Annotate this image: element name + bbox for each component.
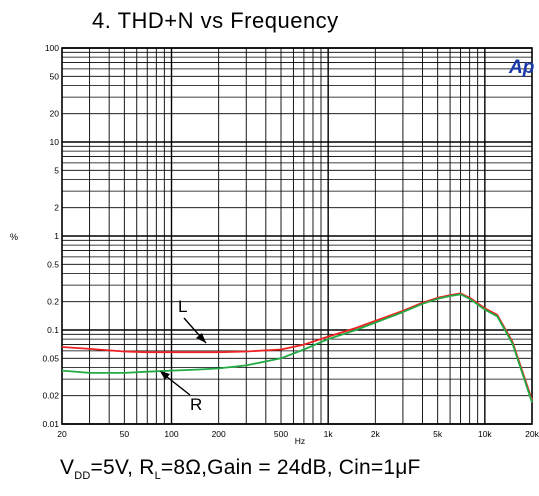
x-axis-label: Hz (295, 436, 305, 446)
y-tick-label: 0.05 (42, 353, 59, 363)
annotation-l: L (178, 297, 187, 316)
x-tick-label: 500 (274, 429, 288, 439)
annotation-l-arrowhead (196, 333, 206, 343)
grid: 0.01 0.02 0.05 0.1 0.2 0.5 1 2 5 10 20 50 100 20 50 100… (42, 43, 539, 439)
y-tick-label: 50 (50, 71, 60, 81)
y-tick-label: 0.01 (42, 419, 59, 429)
x-tick-label: 200 (212, 429, 226, 439)
y-tick-label: 10 (50, 137, 60, 147)
y-tick-label: 0.2 (47, 297, 59, 307)
y-tick-label: 0.5 (47, 259, 59, 269)
x-tick-label: 1k (324, 429, 334, 439)
y-tick-label: 0.02 (42, 391, 59, 401)
annotation-r: R (190, 395, 202, 414)
x-tick-label: 20 (57, 429, 67, 439)
curves (61, 292, 533, 403)
annotation-r-arrowhead (160, 371, 170, 380)
y-axis-label: % (10, 232, 19, 242)
x-tick-label: 10k (478, 429, 492, 439)
ap-logo-text: Ap (508, 57, 534, 78)
y-tick-label: 5 (54, 165, 59, 175)
x-tick-label: 20k (525, 429, 539, 439)
chart-title: 4. THD+N vs Frequency (92, 8, 339, 33)
thd-frequency-chart: 0.01 0.02 0.05 0.1 0.2 0.5 1 2 5 10 20 50 100 20 50 100… (42, 43, 539, 446)
plot-frame (61, 47, 533, 425)
x-tick-label: 5k (433, 429, 443, 439)
y-tick-label: 2 (54, 203, 59, 213)
x-tick-label: 50 (120, 429, 130, 439)
ap-logo: Ap (508, 57, 534, 78)
y-tick-label: 100 (45, 43, 59, 53)
y-tick-label: 20 (50, 109, 60, 119)
series-r-line (61, 293, 533, 403)
series-l-line (61, 292, 533, 401)
y-tick-label: 1 (54, 231, 59, 241)
y-tick-label: 0.1 (47, 325, 59, 335)
x-tick-label: 2k (371, 429, 381, 439)
x-tick-label: 100 (164, 429, 178, 439)
annotations: L R (160, 297, 207, 414)
test-conditions: VDD=5V, RL=8Ω,Gain = 24dB, Cin=1μF (60, 456, 421, 483)
